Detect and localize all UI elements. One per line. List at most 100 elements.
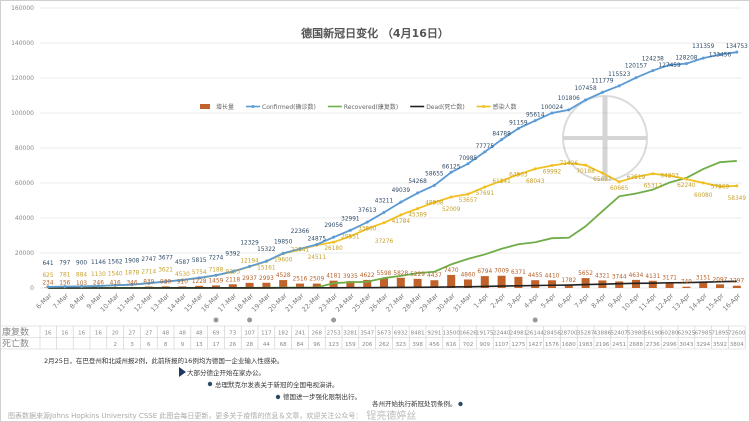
confirmed-label: 22366 bbox=[291, 229, 310, 235]
legend-marker bbox=[482, 105, 486, 108]
point-confirmed bbox=[46, 285, 50, 289]
infected-label: 61241 bbox=[492, 179, 511, 185]
point-confirmed bbox=[567, 108, 571, 112]
bar-label: 234 bbox=[42, 281, 53, 287]
legend-marker bbox=[251, 105, 255, 108]
point-confirmed bbox=[399, 200, 403, 204]
point-infected bbox=[365, 227, 369, 231]
bar-label: 1297 bbox=[729, 279, 744, 285]
bar-label: 246 bbox=[93, 281, 104, 287]
infected-label: 19600 bbox=[274, 258, 293, 264]
infected-label: 12194 bbox=[240, 259, 259, 265]
confirmed-label: 134753 bbox=[726, 44, 748, 50]
point-confirmed bbox=[550, 111, 554, 115]
table-cell: 2451 bbox=[612, 342, 626, 348]
data-table: 康复数 16 16 16 16 20 27 27 48 48 48 69 73 107 117 182 241 2… bbox=[0, 317, 746, 350]
infected-label: 5754 bbox=[192, 270, 207, 276]
line-confirmed bbox=[47, 51, 737, 288]
bar-label: 910 bbox=[177, 279, 188, 285]
bar-growth bbox=[564, 284, 573, 288]
point-infected bbox=[500, 179, 504, 183]
bar-growth bbox=[699, 282, 708, 288]
table-cell: 456 bbox=[429, 342, 440, 348]
bar-label: 1228 bbox=[192, 279, 207, 285]
bar-label: 1782 bbox=[561, 278, 576, 284]
infected-label: 15161 bbox=[257, 265, 276, 271]
point-confirmed bbox=[180, 278, 184, 282]
point-confirmed bbox=[617, 84, 621, 88]
confirmed-label: 641 bbox=[42, 261, 53, 267]
bar-label: 4455 bbox=[528, 273, 543, 279]
bar-growth bbox=[447, 274, 456, 288]
bar-label: 2097 bbox=[713, 277, 728, 283]
bar-growth bbox=[615, 281, 624, 288]
infected-label: 29551 bbox=[341, 234, 360, 240]
point-confirmed bbox=[432, 183, 436, 187]
y-tick-label: 40000 bbox=[15, 215, 34, 222]
point-confirmed bbox=[651, 69, 655, 73]
point-confirmed bbox=[348, 228, 352, 232]
table-cell: 3804 bbox=[730, 342, 744, 348]
point-infected bbox=[449, 195, 453, 199]
point-confirmed bbox=[735, 50, 739, 54]
table-cell: 72600 bbox=[728, 331, 746, 337]
y-tick-label: 0 bbox=[30, 285, 34, 292]
table-cell: 19175 bbox=[476, 331, 494, 337]
confirmed-label: 19850 bbox=[274, 239, 293, 245]
triangle-marker-icon bbox=[179, 367, 186, 377]
bar-growth bbox=[262, 282, 271, 288]
table-cell: 6932 bbox=[394, 331, 408, 337]
point-confirmed bbox=[298, 247, 302, 251]
event-dot bbox=[247, 317, 253, 323]
point-infected bbox=[432, 200, 436, 204]
bar-growth bbox=[716, 284, 724, 288]
infected-label: 63519 bbox=[627, 175, 646, 181]
confirmed-label: 107458 bbox=[575, 86, 597, 92]
infected-label: 41784 bbox=[392, 219, 411, 225]
infected-label: 62240 bbox=[677, 183, 696, 189]
point-confirmed bbox=[113, 283, 117, 287]
point-confirmed bbox=[416, 191, 420, 195]
bar-growth bbox=[312, 283, 321, 288]
table-cell: 241 bbox=[295, 331, 306, 337]
confirmed-label: 900 bbox=[76, 260, 87, 266]
point-infected bbox=[516, 172, 520, 176]
table-row-label: 康复数 bbox=[2, 326, 29, 338]
bar-label: 416 bbox=[110, 280, 121, 286]
point-confirmed bbox=[164, 280, 168, 284]
bar-growth bbox=[430, 280, 439, 288]
table-cell: 26144 bbox=[526, 331, 544, 337]
bar-label: 4410 bbox=[545, 273, 560, 279]
bar-label: 3151 bbox=[696, 275, 711, 281]
infected-label: 64903 bbox=[509, 172, 528, 178]
table-cell: 2996 bbox=[663, 342, 677, 348]
point-infected bbox=[668, 174, 672, 178]
table-cell: 3281 bbox=[343, 331, 357, 337]
bar-growth bbox=[279, 280, 288, 288]
table-cell: 48 bbox=[162, 331, 169, 337]
table-cell: 71895 bbox=[711, 331, 729, 337]
table-cell: 262 bbox=[379, 342, 390, 348]
infected-label: 26180 bbox=[324, 246, 343, 252]
infected-label: 65312 bbox=[644, 184, 663, 190]
bar-label: 4528 bbox=[276, 273, 291, 279]
point-confirmed bbox=[584, 98, 588, 102]
legend-label: 增长量 bbox=[216, 103, 234, 111]
table-cell: 2753 bbox=[327, 331, 341, 337]
table-cell: 13 bbox=[196, 342, 203, 348]
point-confirmed bbox=[516, 126, 520, 130]
infected-label: 68043 bbox=[526, 179, 545, 185]
confirmed-label: 12329 bbox=[240, 240, 259, 246]
confirmed-label: 5815 bbox=[192, 258, 207, 264]
point-confirmed bbox=[264, 259, 268, 263]
confirmed-label: 127459 bbox=[659, 63, 681, 69]
bar-label: 4622 bbox=[360, 273, 375, 279]
table-cell: 909 bbox=[480, 342, 491, 348]
bar-label: 6794 bbox=[477, 269, 492, 275]
bar-growth bbox=[363, 279, 372, 288]
point-confirmed bbox=[701, 56, 705, 60]
annotation-4: 各州开始执行新冠处罚条例。 bbox=[372, 399, 457, 408]
point-infected bbox=[735, 184, 739, 188]
confirmed-label: 101806 bbox=[558, 96, 580, 102]
y-tick-label: 60000 bbox=[15, 180, 34, 187]
